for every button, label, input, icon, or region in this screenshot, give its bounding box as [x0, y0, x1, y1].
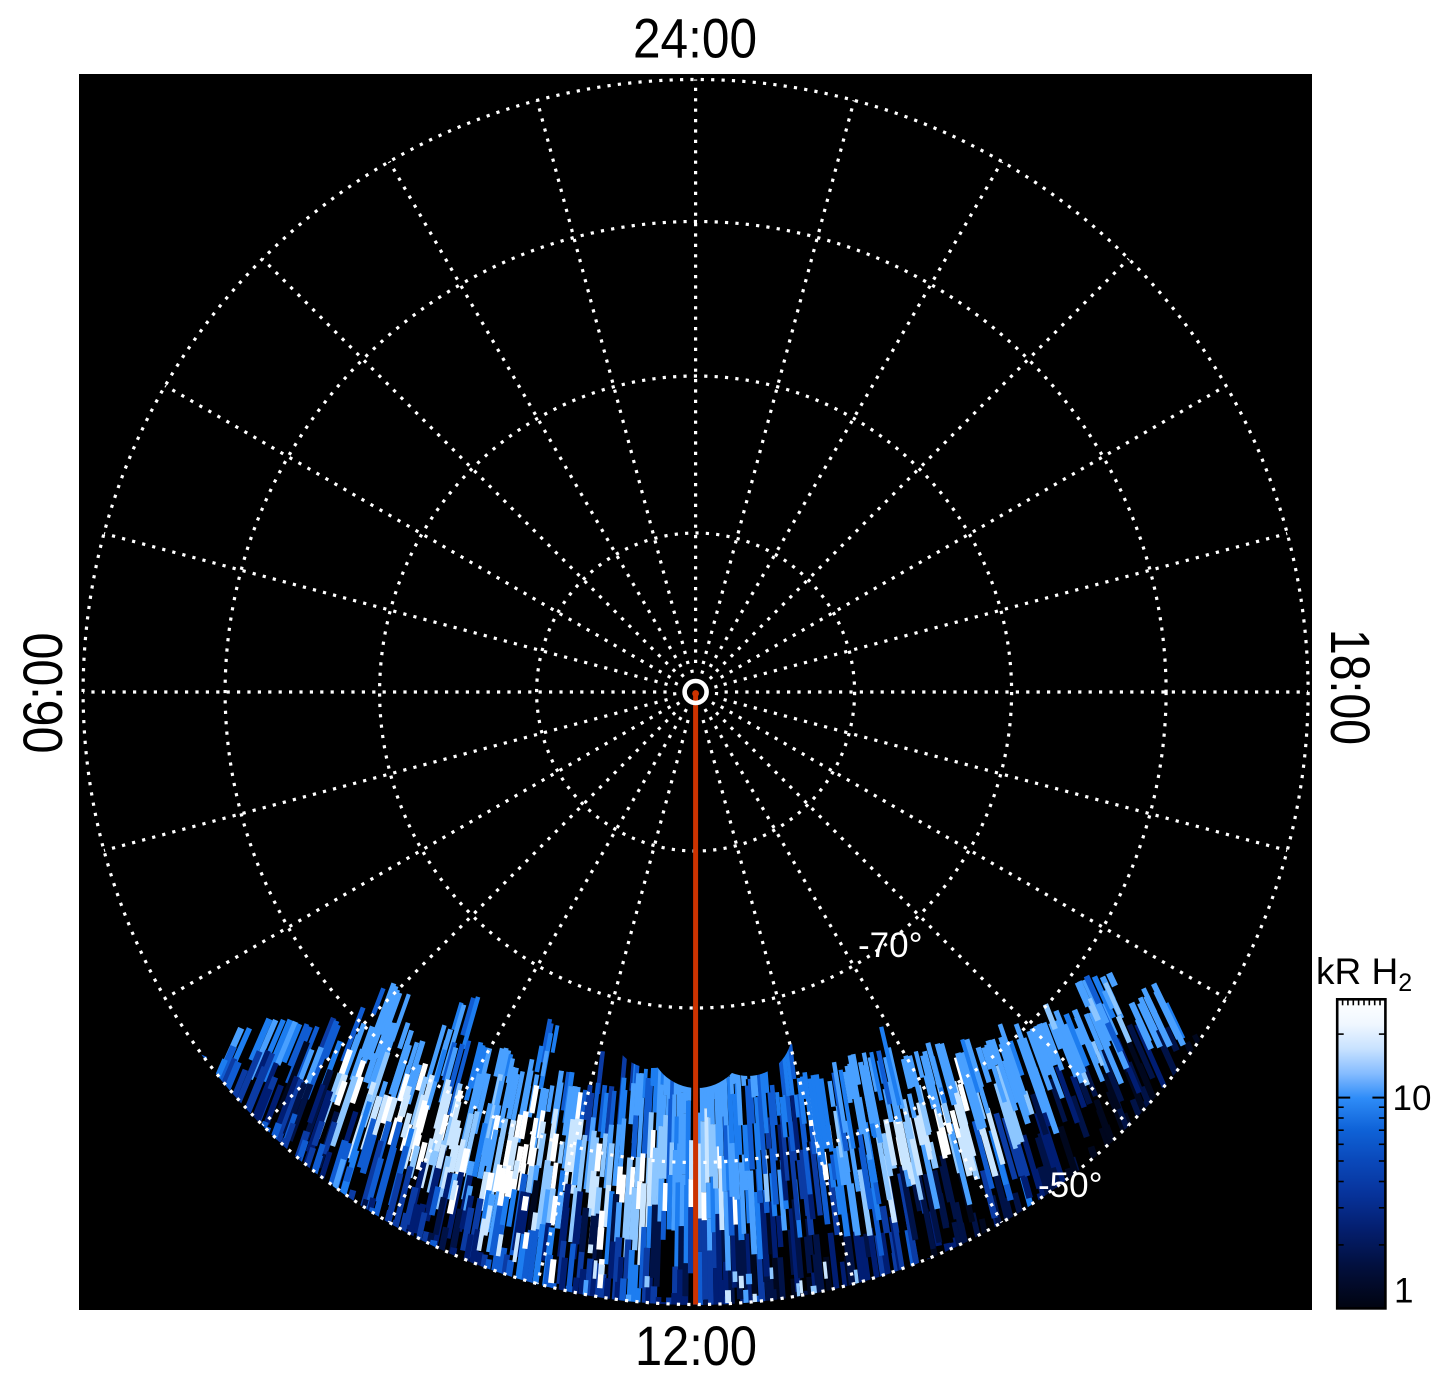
- svg-text:06:00: 06:00: [11, 633, 74, 754]
- svg-text:-70°: -70°: [858, 926, 923, 965]
- svg-text:24:00: 24:00: [633, 7, 757, 70]
- svg-text:-50°: -50°: [1038, 1166, 1103, 1205]
- svg-text:12:00: 12:00: [635, 1314, 757, 1377]
- svg-text:1: 1: [1394, 1272, 1413, 1311]
- svg-text:10: 10: [1393, 1079, 1432, 1118]
- svg-text:kR H2: kR H2: [1316, 951, 1412, 997]
- svg-text:18:00: 18:00: [1319, 629, 1382, 745]
